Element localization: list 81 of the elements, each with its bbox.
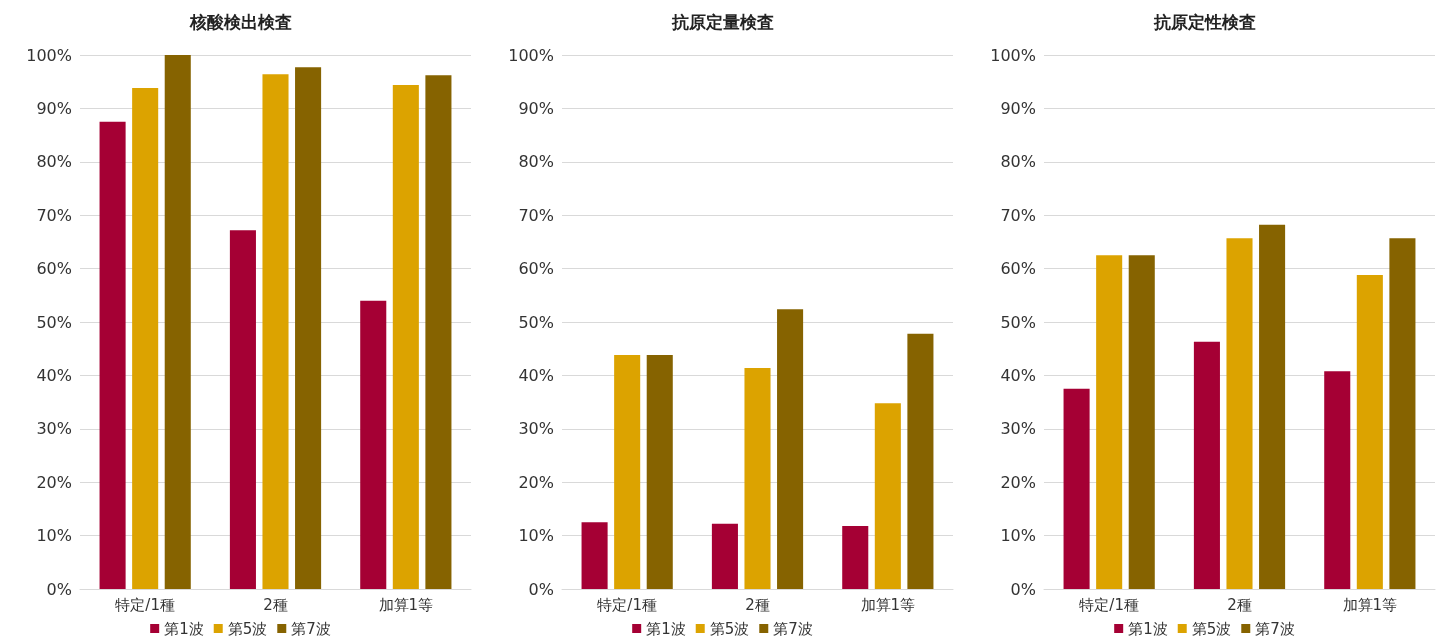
bar: [842, 525, 869, 589]
bar: [229, 230, 256, 589]
bar: [614, 355, 641, 589]
chart-title: 核酸検出検査: [188, 11, 292, 32]
y-tick-label: 40%: [1000, 365, 1036, 385]
bar: [646, 355, 673, 589]
x-tick-label: 2種: [745, 595, 770, 614]
bar: [360, 300, 387, 589]
bar: [581, 522, 608, 589]
bar: [711, 523, 738, 589]
y-tick-label: 50%: [518, 312, 554, 332]
bar: [392, 84, 419, 589]
y-tick-label: 80%: [518, 152, 554, 172]
legend-label: 第1波: [1128, 619, 1168, 638]
y-tick-label: 20%: [36, 472, 72, 492]
y-tick-label: 100%: [990, 45, 1036, 65]
y-tick-label: 20%: [518, 472, 554, 492]
y-tick-label: 40%: [518, 365, 554, 385]
x-tick-label: 特定/1種: [115, 595, 175, 614]
y-tick-label: 60%: [36, 259, 72, 279]
x-tick-label: 特定/1種: [1079, 595, 1139, 614]
bar: [164, 55, 191, 589]
x-tick-label: 特定/1種: [597, 595, 657, 614]
bar: [425, 75, 452, 589]
x-tick-label: 2種: [263, 595, 288, 614]
y-tick-label: 80%: [1000, 152, 1036, 172]
y-tick-label: 30%: [1000, 419, 1036, 439]
y-tick-label: 30%: [518, 419, 554, 439]
bar: [132, 88, 159, 589]
y-tick-label: 0%: [528, 579, 554, 599]
bar: [1193, 341, 1220, 589]
bar: [1096, 255, 1123, 589]
legend-label: 第7波: [773, 619, 813, 638]
bar: [1356, 275, 1383, 589]
y-tick-label: 70%: [1000, 205, 1036, 225]
bar: [295, 67, 322, 589]
y-tick-label: 20%: [1000, 472, 1036, 492]
bar: [1226, 238, 1253, 589]
bar: [777, 309, 804, 589]
y-tick-label: 50%: [36, 312, 72, 332]
bar: [99, 121, 126, 589]
chart-title: 抗原定量検査: [670, 11, 774, 32]
y-tick-label: 60%: [518, 259, 554, 279]
bar: [1324, 371, 1351, 589]
legend-label: 第5波: [1191, 619, 1232, 638]
x-tick-label: 2種: [1227, 595, 1252, 614]
y-tick-label: 70%: [36, 205, 72, 225]
y-tick-label: 40%: [36, 365, 72, 385]
y-tick-label: 30%: [36, 419, 72, 439]
bar: [744, 367, 771, 589]
y-tick-label: 90%: [1000, 98, 1036, 118]
bar: [1063, 388, 1090, 589]
y-tick-label: 90%: [36, 98, 72, 118]
x-tick-label: 加算1等: [1342, 595, 1398, 614]
y-tick-label: 70%: [518, 205, 554, 225]
y-tick-label: 100%: [26, 45, 72, 65]
x-tick-label: 加算1等: [378, 595, 434, 614]
y-tick-label: 50%: [1000, 312, 1036, 332]
legend-label: 第7波: [1255, 619, 1295, 638]
legend-label: 第1波: [164, 619, 204, 638]
y-tick-label: 10%: [518, 526, 554, 546]
bar: [874, 403, 901, 589]
y-tick-label: 10%: [36, 526, 72, 546]
bar: [907, 333, 934, 589]
y-tick-label: 60%: [1000, 259, 1036, 279]
bar: [1389, 238, 1416, 589]
y-tick-label: 10%: [1000, 526, 1036, 546]
bar: [1128, 255, 1155, 589]
legend-label: 第7波: [291, 619, 331, 638]
y-tick-label: 80%: [36, 152, 72, 172]
bar: [1259, 224, 1286, 589]
y-tick-label: 0%: [1010, 579, 1036, 599]
chart-title: 抗原定性検査: [1152, 11, 1256, 32]
legend-label: 第1波: [646, 619, 686, 638]
y-tick-label: 100%: [508, 45, 554, 65]
legend-label: 第5波: [227, 619, 268, 638]
y-tick-label: 90%: [518, 98, 554, 118]
bar: [262, 74, 289, 589]
y-tick-label: 0%: [46, 579, 72, 599]
x-tick-label: 加算1等: [860, 595, 916, 614]
legend-label: 第5波: [709, 619, 750, 638]
